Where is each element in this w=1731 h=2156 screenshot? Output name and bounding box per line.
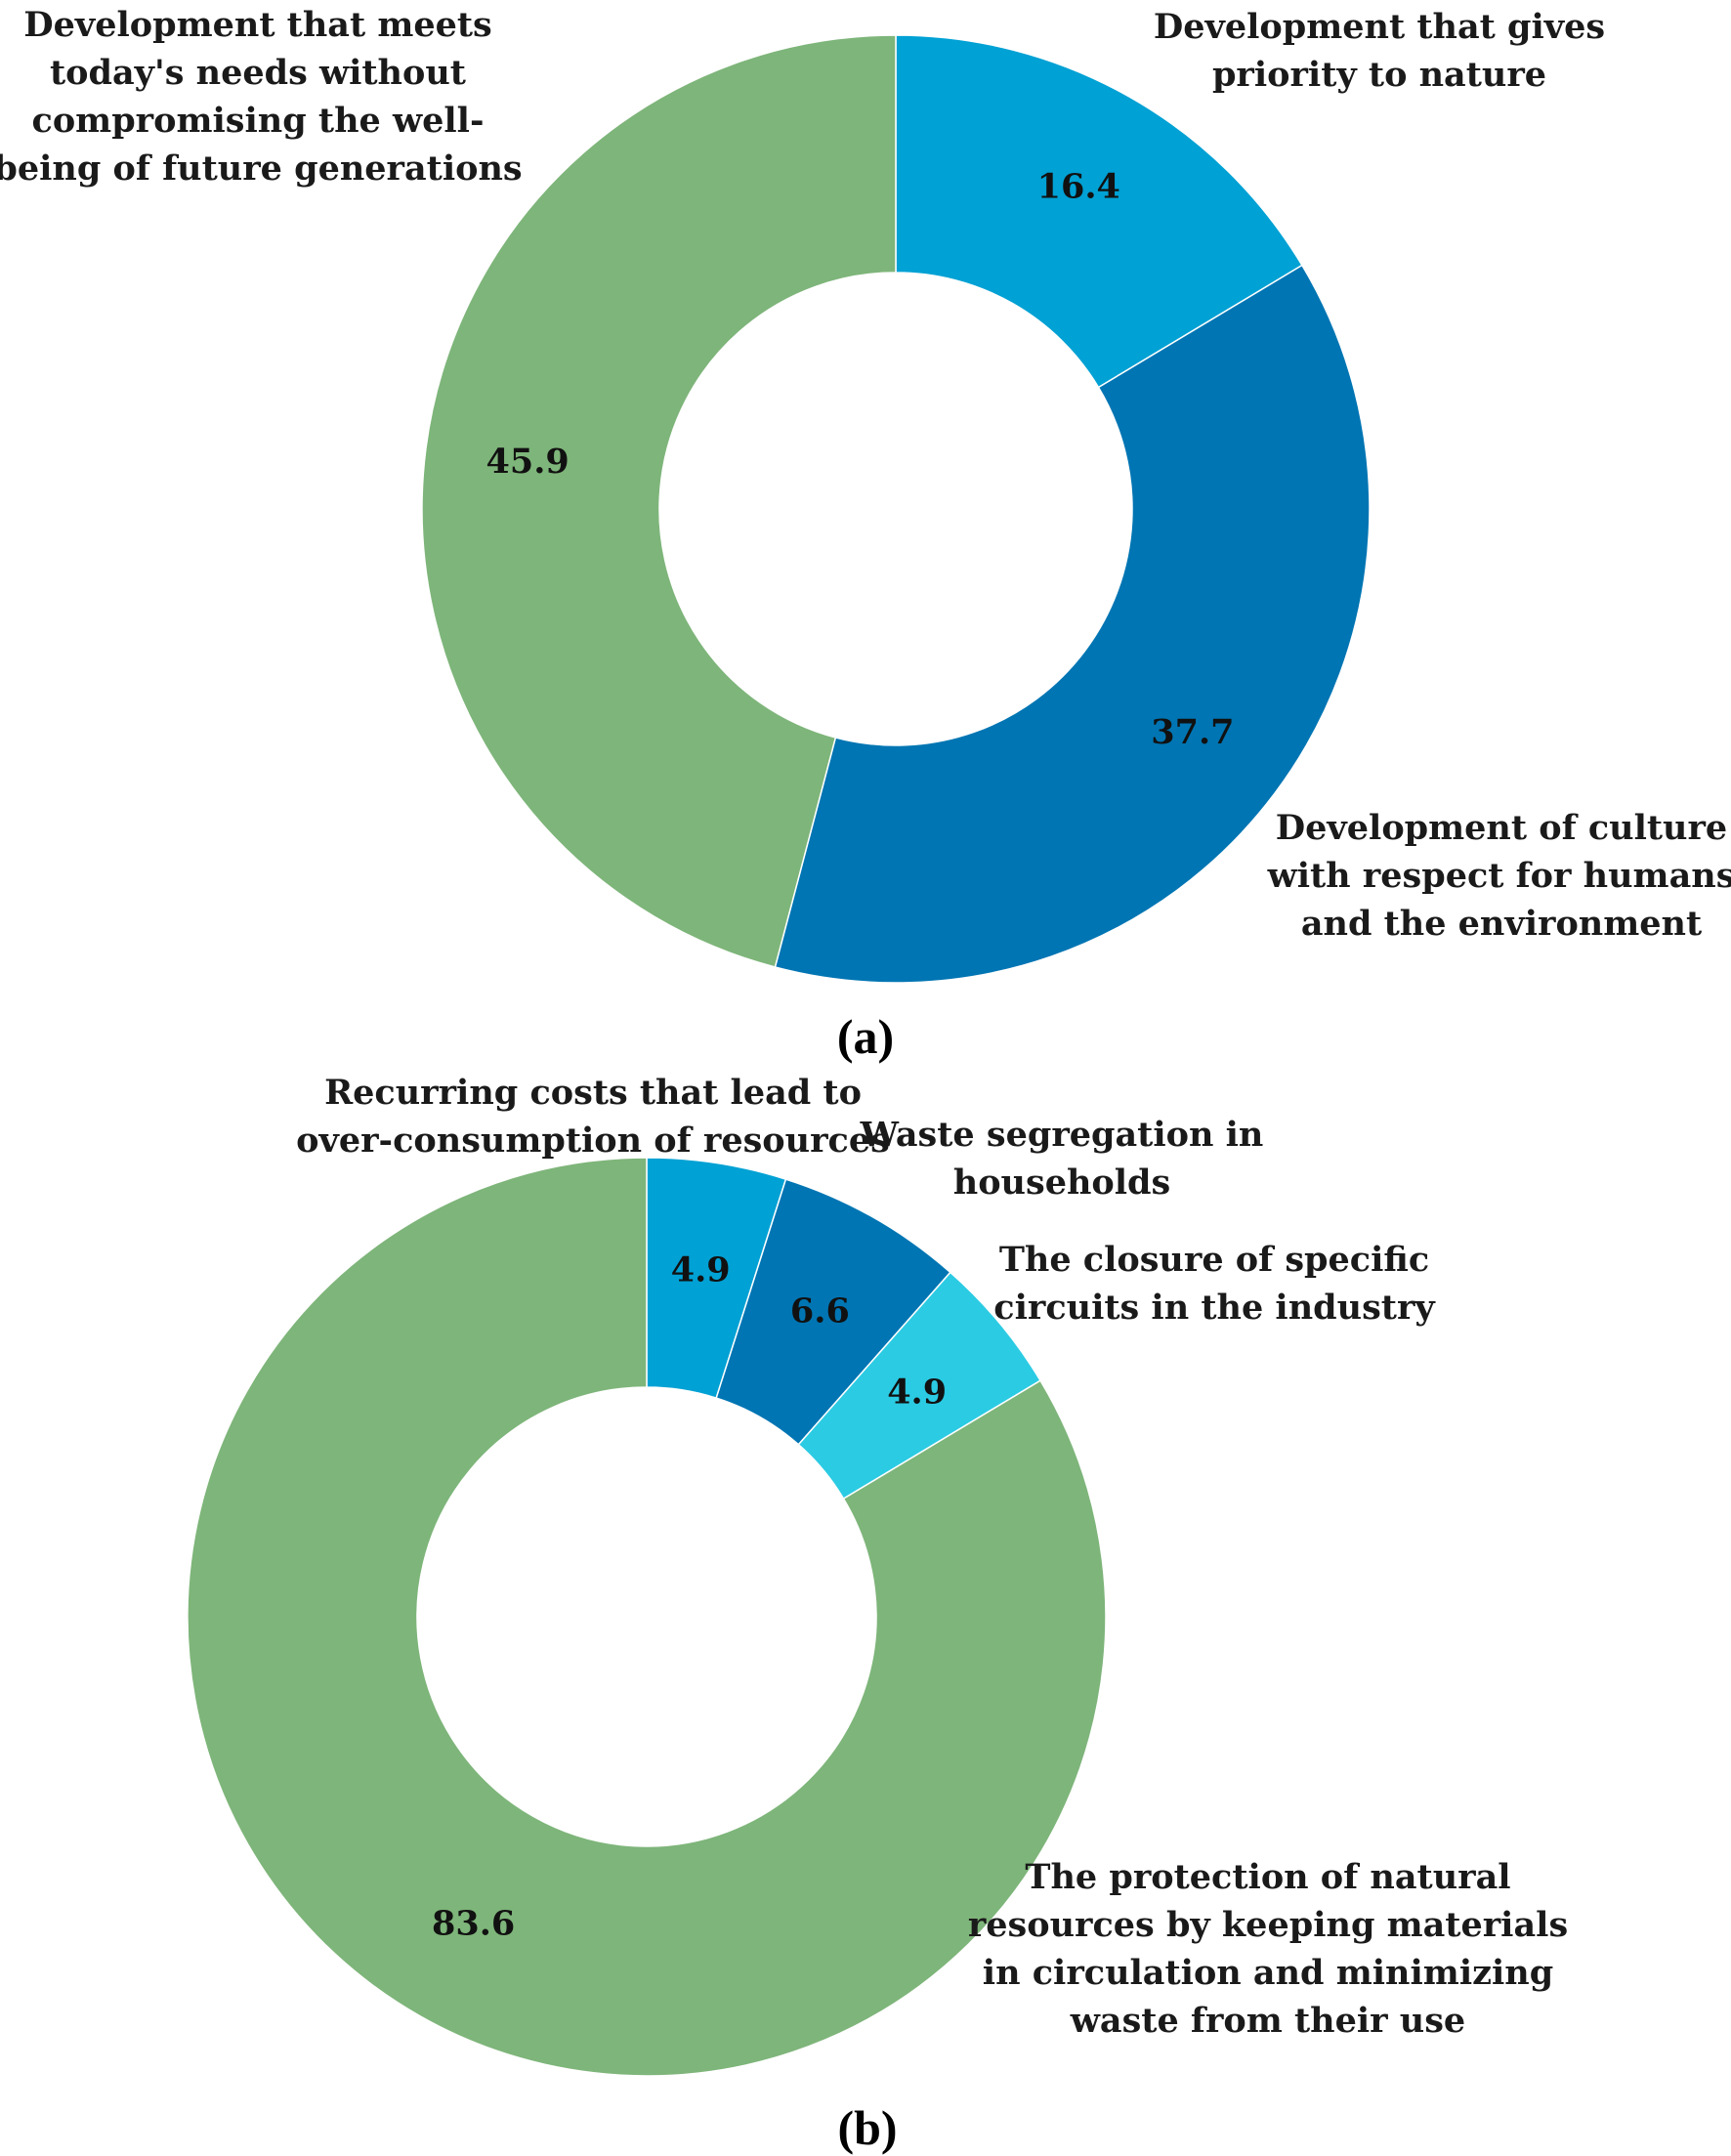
donut-chart-a: 16.4 37.7 45.9 Development that gives priori… (0, 5, 1731, 1064)
category-label-a-3: Development that meets today's needs with… (0, 5, 523, 189)
slice-a-1 (895, 34, 1303, 389)
category-label-a-2: Development of culture with respect for h… (1267, 808, 1731, 944)
value-label-a-3: 45.9 (486, 442, 570, 482)
value-label-b-2: 6.6 (790, 1291, 850, 1332)
value-label-b-3: 4.9 (887, 1373, 947, 1413)
slice-b-4 (187, 1157, 1107, 2077)
category-label-b-1: Recurring costs that lead to over-consump… (296, 1073, 890, 1161)
panel-label-b: (b) (837, 2100, 897, 2155)
value-label-b-1: 4.9 (671, 1249, 731, 1289)
slice-a-2 (774, 264, 1371, 984)
category-label-b-4: The protection of natural resources by ke… (968, 1857, 1568, 2041)
value-label-a-2: 37.7 (1151, 712, 1234, 752)
category-label-a-1: Development that gives priority to nature (1154, 7, 1605, 95)
category-label-b-3: The closure of specific circuits in the i… (993, 1240, 1436, 1328)
slice-a-3 (421, 34, 897, 968)
category-label-b-2: Waste segregation in households (860, 1115, 1264, 1203)
donut-chart-b: 4.9 6.6 4.9 83.6 Recurring costs that lead t… (187, 1073, 1568, 2155)
value-label-a-1: 16.4 (1037, 166, 1120, 206)
value-label-b-4: 83.6 (432, 1903, 515, 1943)
panel-label-a: (a) (837, 1009, 894, 1064)
